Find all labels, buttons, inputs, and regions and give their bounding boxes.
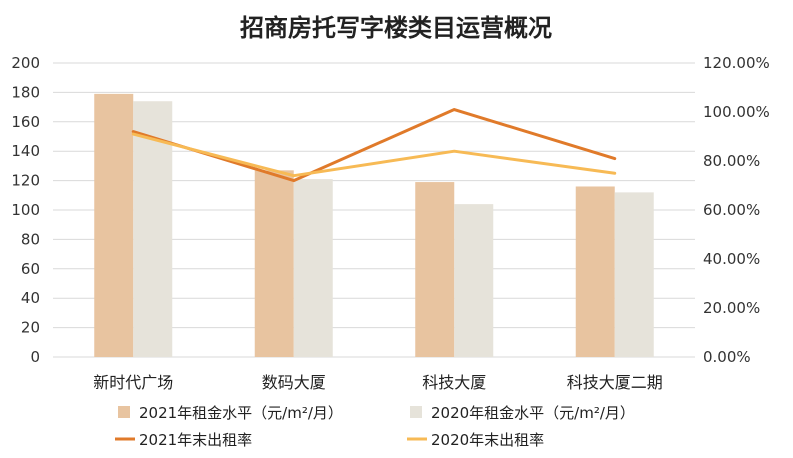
series-line — [131, 108, 617, 183]
right-axis-ticks: 120.00% 100.00% 80.00% 60.00% 40.00% 20.00% 0.… — [703, 54, 770, 366]
right-tick-label: 60.00% — [703, 201, 760, 219]
bar — [575, 186, 615, 357]
series-line — [131, 132, 617, 178]
bar — [415, 182, 455, 357]
left-tick-label: 180 — [11, 83, 40, 101]
left-tick-label: 20 — [21, 319, 40, 337]
left-tick-label: 120 — [11, 172, 40, 190]
legend-swatch — [410, 406, 422, 418]
legend-swatch — [118, 406, 130, 418]
left-tick-label: 80 — [21, 230, 40, 248]
bar — [254, 170, 294, 357]
bar — [454, 204, 494, 357]
legend-label: 2021年租金水平（元/m²/月） — [139, 404, 343, 422]
legend-label: 2020年租金水平（元/m²/月） — [431, 404, 635, 422]
legend-label: 2021年末出租率 — [139, 431, 252, 449]
left-tick-label: 160 — [11, 113, 40, 131]
right-tick-label: 80.00% — [703, 152, 760, 170]
left-tick-label: 40 — [21, 289, 40, 307]
bar — [293, 179, 333, 357]
category-labels: 新时代广场 数码大厦 科技大厦 科技大厦二期 — [93, 373, 663, 392]
legend: 2021年租金水平（元/m²/月） 2020年租金水平（元/m²/月） 2021年末… — [115, 404, 635, 449]
left-tick-label: 200 — [11, 54, 40, 72]
left-tick-label: 60 — [21, 260, 40, 278]
right-tick-label: 120.00% — [703, 54, 770, 72]
left-tick-label: 0 — [30, 348, 40, 366]
legend-label: 2020年末出租率 — [431, 431, 544, 449]
left-tick-label: 100 — [11, 201, 40, 219]
category-label: 数码大厦 — [262, 373, 326, 392]
bar — [614, 192, 654, 357]
right-tick-label: 100.00% — [703, 103, 770, 121]
category-label: 科技大厦二期 — [567, 373, 663, 392]
chart-title: 招商房托写字楼类目运营概况 — [240, 14, 552, 42]
bars — [94, 93, 654, 358]
category-label: 新时代广场 — [93, 373, 173, 392]
right-tick-label: 40.00% — [703, 250, 760, 268]
right-tick-label: 0.00% — [703, 348, 751, 366]
lines — [131, 108, 617, 183]
left-tick-label: 140 — [11, 142, 40, 160]
category-label: 科技大厦 — [422, 373, 486, 392]
right-tick-label: 20.00% — [703, 299, 760, 317]
bar — [94, 93, 134, 358]
